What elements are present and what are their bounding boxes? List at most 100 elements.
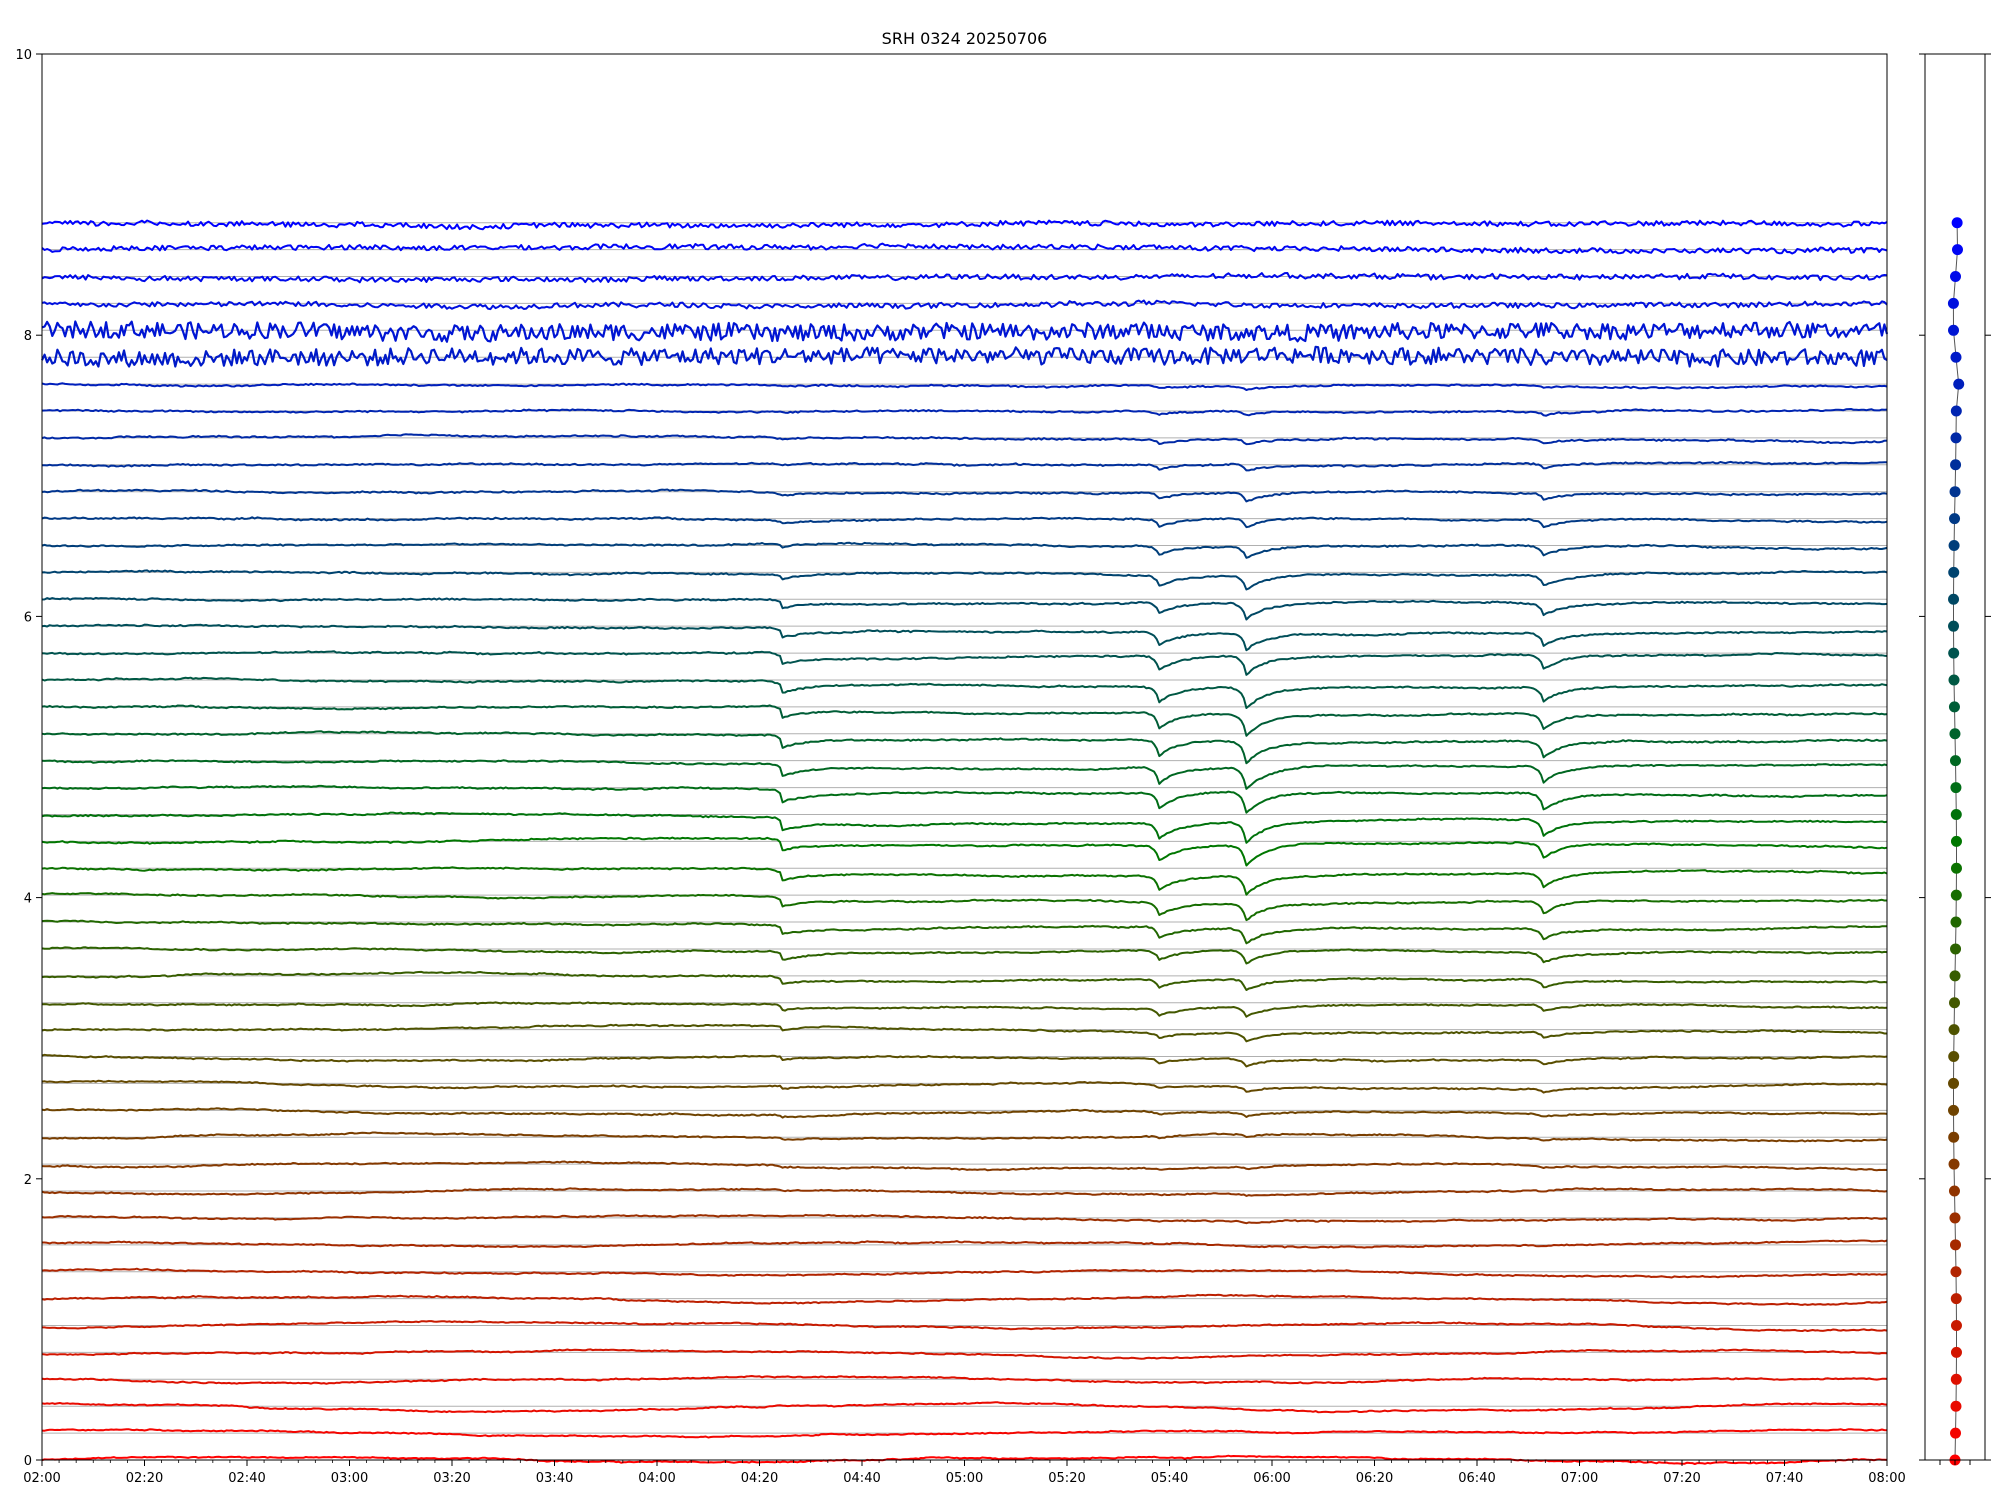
- side-point: [1950, 271, 1962, 283]
- trace-line: [41, 811, 1888, 844]
- trace-line: [42, 460, 1887, 472]
- side-points: [1947, 217, 1965, 1466]
- x-tick-label: 06:00: [1253, 1471, 1290, 1486]
- trace-line: [41, 730, 1888, 765]
- y-tick-label: 8: [24, 329, 32, 344]
- side-point: [1948, 566, 1960, 578]
- side-point: [1948, 1051, 1960, 1063]
- trace-line: [41, 242, 1888, 255]
- side-point: [1950, 351, 1962, 363]
- x-tick-label: 05:00: [946, 1471, 983, 1486]
- side-point: [1950, 1373, 1962, 1385]
- trace-line: [41, 1428, 1888, 1439]
- trace-line: [41, 650, 1888, 676]
- trace-line: [41, 946, 1888, 965]
- trace-line: [41, 759, 1888, 790]
- y-tick-label: 0: [24, 1454, 32, 1469]
- x-tick-label: 02:00: [23, 1471, 60, 1486]
- x-tick-label: 04:40: [843, 1471, 880, 1486]
- trace-line: [41, 1053, 1888, 1068]
- trace-line: [41, 1160, 1888, 1172]
- side-point: [1948, 1131, 1960, 1143]
- y-tick-label: 4: [24, 892, 32, 907]
- trace-line: [41, 1213, 1888, 1225]
- trace-line: [41, 892, 1887, 922]
- side-point: [1948, 1158, 1960, 1170]
- trace-line: [41, 866, 1888, 896]
- side-point: [1953, 378, 1965, 390]
- side-point: [1949, 755, 1961, 767]
- trace-line: [41, 541, 1888, 559]
- x-tick-label: 05:20: [1048, 1471, 1085, 1486]
- x-tick-label: 04:00: [638, 1471, 675, 1486]
- trace-line: [41, 219, 1888, 231]
- side-point: [1948, 1024, 1960, 1036]
- side-point: [1950, 1266, 1962, 1278]
- trace-line: [41, 1001, 1888, 1018]
- trace-line: [41, 569, 1888, 591]
- side-point: [1948, 620, 1960, 632]
- trace-line: [42, 1320, 1888, 1332]
- trace-line: [41, 1375, 1888, 1385]
- side-point: [1950, 1239, 1962, 1251]
- side-point: [1950, 862, 1962, 874]
- side-point: [1950, 835, 1962, 847]
- traces: [41, 219, 1889, 1465]
- x-tick-label: 06:20: [1356, 1471, 1393, 1486]
- x-tick-label: 03:00: [331, 1471, 368, 1486]
- side-point: [1950, 405, 1962, 417]
- trace-line: [41, 299, 1888, 311]
- trace-line: [41, 1267, 1888, 1279]
- trace-line: [41, 836, 1888, 867]
- side-point: [1950, 782, 1962, 794]
- trace-line: [41, 1293, 1888, 1306]
- side-point: [1949, 728, 1961, 740]
- x-tick-label: 02:20: [126, 1471, 163, 1486]
- trace-line: [41, 1079, 1888, 1094]
- x-tick-label: 03:40: [536, 1471, 573, 1486]
- y-tick-label: 10: [15, 48, 32, 63]
- x-tick-label: 07:00: [1561, 1471, 1598, 1486]
- x-tick-label: 03:20: [433, 1471, 470, 1486]
- trace-line: [41, 970, 1888, 991]
- side-point: [1950, 1400, 1962, 1412]
- side-point: [1950, 1346, 1962, 1358]
- side-point: [1949, 1212, 1961, 1224]
- trace-line: [41, 596, 1888, 621]
- side-point: [1949, 997, 1961, 1009]
- side-point: [1948, 539, 1960, 551]
- trace-line: [41, 623, 1888, 652]
- side-point: [1950, 1427, 1962, 1439]
- side-point: [1950, 943, 1962, 955]
- side-point: [1948, 1077, 1960, 1089]
- trace-line: [42, 1239, 1888, 1249]
- x-axis: 02:00 02:20 02:40 03:00 03:20 03:40 04:00 04:20…: [23, 1460, 1906, 1486]
- side-point: [1948, 593, 1960, 605]
- x-tick-label: 07:40: [1766, 1471, 1803, 1486]
- trace-line: [41, 272, 1888, 284]
- trace-line: [41, 1401, 1888, 1414]
- trace-line: [41, 919, 1888, 945]
- side-plot: [1919, 53, 1991, 1466]
- trace-line: [41, 1023, 1887, 1043]
- x-tick-label: 06:40: [1458, 1471, 1495, 1486]
- side-axis-ticks: [1919, 53, 1991, 1465]
- side-point: [1948, 647, 1960, 659]
- trace-line: [41, 1131, 1888, 1143]
- side-point: [1951, 244, 1963, 256]
- side-point: [1948, 1104, 1960, 1116]
- chart-title: SRH 0324 20250706: [882, 29, 1048, 48]
- x-tick-label: 04:20: [741, 1471, 778, 1486]
- trace-line: [41, 516, 1888, 529]
- side-point: [1948, 701, 1960, 713]
- trace-line: [41, 676, 1888, 709]
- x-tick-label: 08:00: [1868, 1471, 1905, 1486]
- y-axis: 0 2 4 6 8 10: [15, 48, 42, 1469]
- side-point: [1951, 217, 1963, 229]
- side-point: [1950, 1293, 1962, 1305]
- trace-line: [41, 488, 1888, 503]
- trace-line: [41, 704, 1888, 737]
- main-plot: 02:00 02:20 02:40 03:00 03:20 03:40 04:00 04:20…: [15, 29, 1905, 1486]
- side-point: [1949, 970, 1961, 982]
